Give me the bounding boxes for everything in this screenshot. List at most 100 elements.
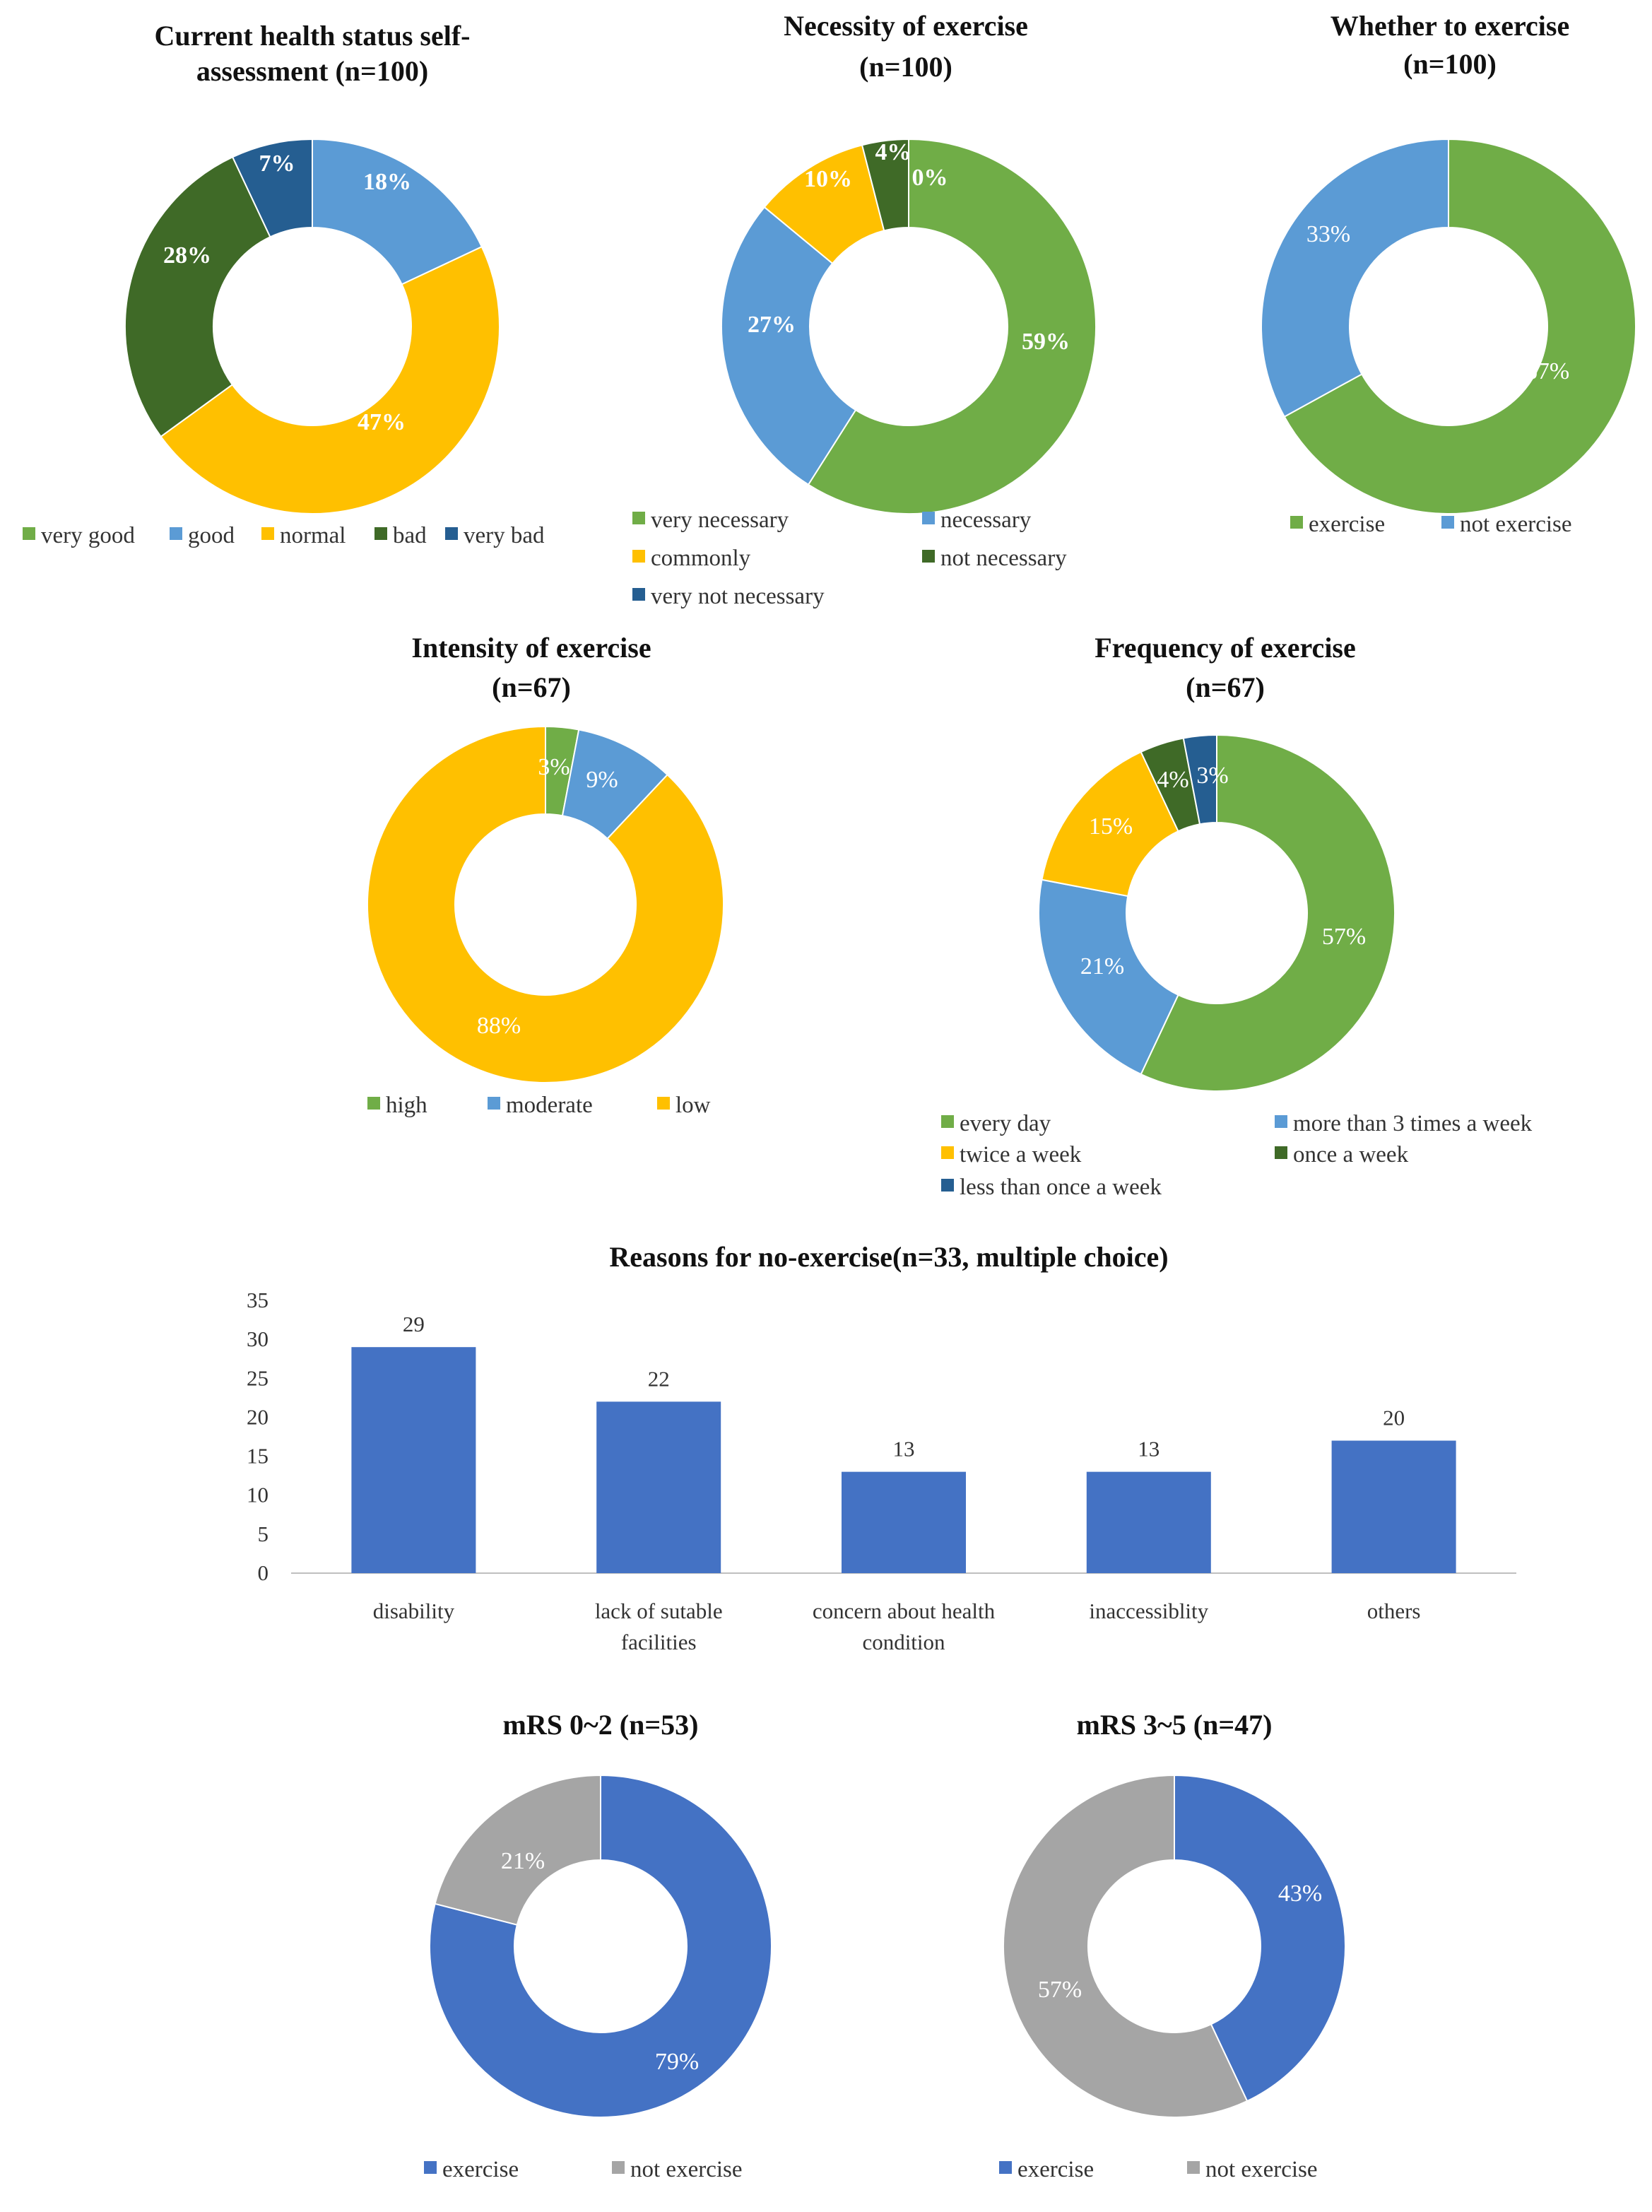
frequency-legend-label: more than 3 times a week [1293, 1111, 1533, 1136]
intensity-legend-swatch [367, 1097, 380, 1110]
frequency-title: Frequency of exercise [1095, 632, 1356, 664]
frequency-title: (n=67) [1186, 671, 1265, 703]
health-slice-normal [160, 245, 500, 514]
necessity-data-label: 4% [875, 139, 911, 165]
necessity-data-label: 27% [748, 312, 796, 338]
health-slice-bad [124, 155, 271, 438]
mrs02-legend-label: not exercise [630, 2157, 743, 2182]
whether-legend-swatch [1441, 516, 1454, 529]
frequency-data-label: 15% [1089, 813, 1133, 840]
mrs02-data-label: 79% [655, 2049, 699, 2075]
health-data-label: 7% [259, 151, 295, 177]
frequency-data-label: 3% [1196, 763, 1228, 789]
necessity-chart: Necessity of exercise (n=100) 59% 27% 10% 4%0… [632, 10, 1097, 609]
health-legend-label: very bad [464, 523, 545, 548]
mrs02-legend-swatch [612, 2161, 625, 2174]
necessity-legend-label: very not necessary [651, 584, 825, 609]
health-data-label: 18% [363, 169, 411, 195]
y-tick-label: 10 [247, 1483, 269, 1507]
frequency-legend-swatch [941, 1179, 954, 1192]
mrs35-data-label: 57% [1038, 1977, 1082, 2003]
intensity-legend-swatch [657, 1097, 670, 1110]
whether-title: Whether to exercise [1331, 10, 1569, 42]
y-tick-label: 35 [247, 1288, 269, 1312]
intensity-title: Intensity of exercise [411, 632, 651, 664]
frequency-legend-swatch [941, 1146, 954, 1159]
necessity-legend-label: not necessary [940, 546, 1067, 571]
y-tick-label: 20 [247, 1404, 269, 1429]
frequency-data-label: 57% [1322, 924, 1366, 950]
y-tick-label: 5 [258, 1522, 269, 1546]
frequency-legend-swatch [1275, 1115, 1287, 1128]
necessity-data-label: 10% [804, 166, 852, 192]
health-title: Current health status self- [154, 20, 470, 52]
whether-data-label: 33% [1306, 221, 1350, 247]
bar-2 [596, 1401, 721, 1573]
mrs35-title: mRS 3~5 (n=47) [1077, 1709, 1273, 1741]
necessity-legend-label: commonly [651, 546, 751, 571]
frequency-legend-swatch [941, 1115, 954, 1128]
health-legend-swatch [23, 527, 35, 540]
health-chart: Current health status self-assessment (n… [23, 20, 545, 548]
frequency-slice-twice-a-week [1041, 751, 1179, 898]
intensity-data-label: 9% [586, 767, 618, 793]
frequency-legend-label: every day [960, 1111, 1051, 1136]
necessity-slice-necessary [721, 206, 857, 486]
x-category-label: concern about health condition [813, 1599, 996, 1654]
whether-legend-label: not exercise [1460, 512, 1572, 537]
frequency-legend-label: once a week [1293, 1142, 1409, 1167]
health-title: assessment (n=100) [196, 55, 428, 87]
x-category-label: inaccessiblity [1089, 1599, 1208, 1623]
intensity-title: (n=67) [492, 671, 571, 703]
reasons-title: Reasons for no-exercise(n=33, multiple c… [609, 1241, 1168, 1273]
bar-4 [1086, 1471, 1211, 1573]
frequency-chart: Frequency of exercise (n=67) 57% 21% 15% 4% 3%… [941, 632, 1533, 1200]
necessity-title: Necessity of exercise [784, 10, 1028, 42]
whether-legend-label: exercise [1309, 512, 1385, 537]
frequency-data-label: 4% [1157, 767, 1188, 793]
whether-legend-swatch [1290, 516, 1303, 529]
intensity-legend-label: high [386, 1093, 427, 1118]
bar-1 [351, 1347, 476, 1573]
bar-5 [1331, 1440, 1456, 1573]
intensity-legend-label: moderate [506, 1093, 593, 1118]
frequency-slice-less-than-once-a-week [1182, 734, 1217, 825]
x-category-label: disability [373, 1599, 455, 1623]
mrs35-slice-not-exercise [1003, 1774, 1249, 2118]
necessity-legend-swatch [632, 550, 645, 563]
necessity-legend-swatch [922, 550, 935, 563]
necessity-data-label: 0% [912, 165, 948, 191]
mrs02-data-label: 21% [501, 1848, 545, 1874]
mrs35-legend-swatch [1187, 2161, 1200, 2174]
whether-slice-exercise [1283, 138, 1637, 514]
intensity-legend-label: low [675, 1093, 711, 1118]
health-legend-label: good [188, 523, 235, 548]
y-tick-label: 30 [247, 1326, 269, 1351]
health-data-label: 28% [163, 242, 211, 269]
mrs35-chart: mRS 3~5 (n=47) 43% 57% exercise not exercise [999, 1709, 1346, 2182]
frequency-legend-swatch [1275, 1146, 1287, 1159]
necessity-legend-label: very necessary [651, 507, 789, 533]
frequency-legend-label: twice a week [960, 1142, 1082, 1167]
health-legend-label: normal [280, 523, 346, 548]
necessity-title: (n=100) [859, 51, 952, 83]
health-slice-very-bad [231, 138, 313, 238]
health-legend-label: bad [393, 523, 427, 548]
necessity-data-label: 59% [1022, 329, 1070, 355]
mrs35-legend-label: not exercise [1205, 2157, 1318, 2182]
mrs02-title: mRS 0~2 (n=53) [503, 1709, 699, 1741]
bar-data-label: 13 [893, 1437, 915, 1461]
health-legend-swatch [445, 527, 458, 540]
y-tick-label: 25 [247, 1365, 269, 1390]
x-category-label: others [1367, 1599, 1421, 1623]
mrs35-slice-exercise [1174, 1774, 1346, 2102]
health-slice-good [312, 138, 483, 286]
bar-data-label: 20 [1383, 1406, 1405, 1430]
mrs02-legend-swatch [424, 2161, 437, 2174]
health-legend-label: very good [41, 523, 135, 548]
bar-data-label: 29 [403, 1312, 425, 1336]
frequency-slice-every-day [1140, 734, 1396, 1092]
frequency-slice-more-than-3-times-a-week [1038, 878, 1179, 1076]
necessity-legend-swatch [632, 588, 645, 601]
